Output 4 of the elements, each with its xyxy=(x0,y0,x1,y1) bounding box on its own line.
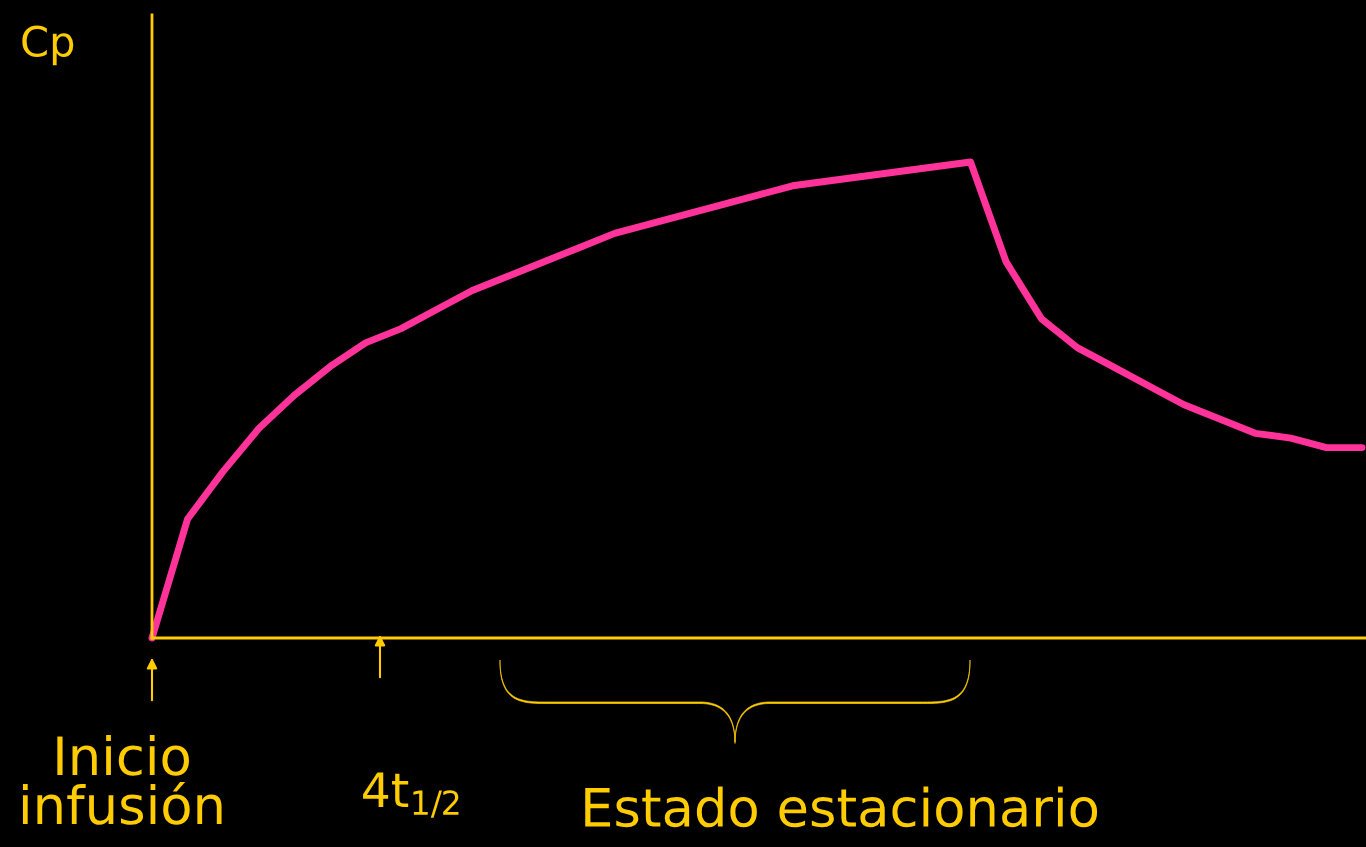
text: Estado estacionario xyxy=(585,786,1098,828)
text: Inicio infusión xyxy=(22,734,222,825)
y-axis-title: Cp xyxy=(22,25,74,66)
text: 4t$_{1/2}$ xyxy=(363,772,459,818)
